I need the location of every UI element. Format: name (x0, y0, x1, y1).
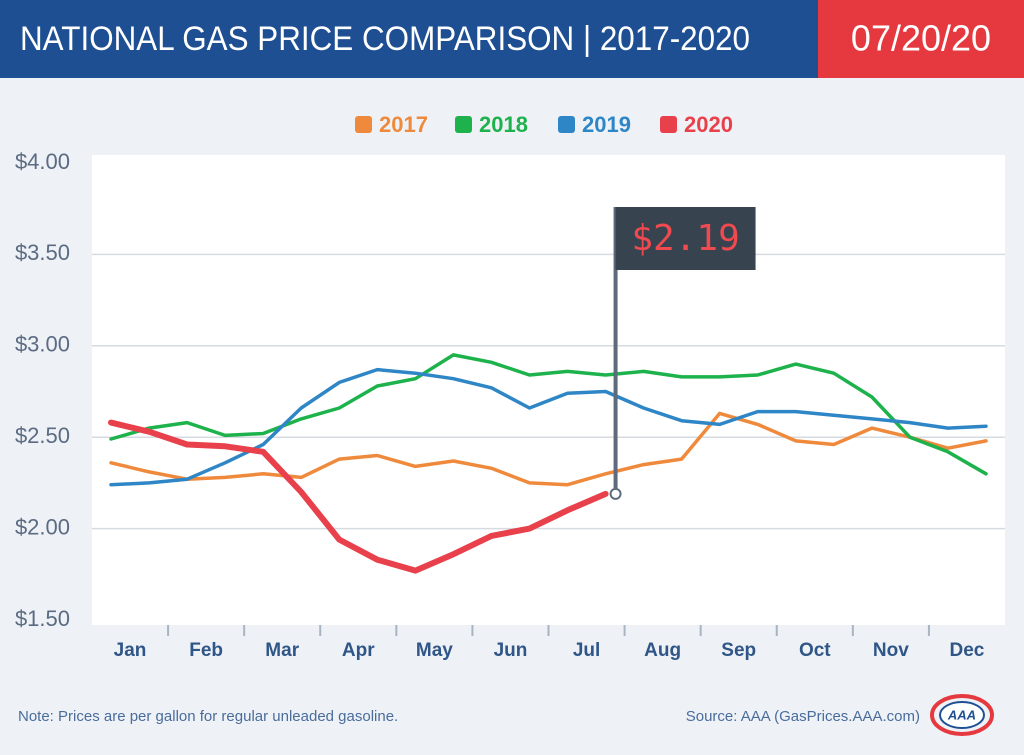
end-point (609, 487, 622, 500)
date-box (818, 0, 1024, 78)
x-tick-label: Aug (644, 640, 681, 661)
x-tick-label: Oct (799, 640, 831, 661)
x-tick-label: Nov (873, 640, 909, 661)
logo-ring (930, 694, 994, 736)
x-tick-label: May (416, 640, 453, 661)
x-tick-label: Sep (721, 640, 756, 661)
y-tick-label: $2.00 (15, 514, 70, 539)
legend-label: 2020 (684, 112, 733, 137)
series-line (109, 367, 988, 487)
series-line (109, 353, 988, 476)
x-tick-label: Jul (573, 640, 600, 661)
legend-label: 2019 (582, 112, 631, 137)
series-line (109, 411, 988, 487)
logo-inner (939, 701, 985, 729)
x-tick-label: Apr (342, 640, 375, 661)
y-tick-label: $3.00 (15, 332, 70, 357)
legend-swatch (455, 116, 472, 133)
x-tick-label: Feb (189, 640, 223, 661)
legend-swatch (355, 116, 372, 133)
logo-text: AAA (947, 707, 976, 722)
legend-label: 2017 (379, 112, 428, 137)
x-tick-label: Jan (114, 640, 147, 661)
x-tick-label: Dec (950, 640, 985, 661)
series-line (108, 419, 609, 574)
plot-area (92, 155, 1005, 625)
logo: AAA (930, 694, 994, 736)
y-tick-label: $1.50 (15, 606, 70, 631)
y-tick-label: $2.50 (15, 423, 70, 448)
x-tick-label: Mar (265, 640, 299, 661)
chart-title: NATIONAL GAS PRICE COMPARISON | 2017-202… (20, 20, 750, 58)
source: Source: AAA (GasPrices.AAA.com) (686, 708, 920, 725)
legend-swatch (660, 116, 677, 133)
value-label: $2.19 (631, 218, 739, 259)
date: 07/20/20 (851, 18, 991, 59)
y-tick-label: $4.00 (15, 149, 70, 174)
y-tick-label: $3.50 (15, 240, 70, 265)
x-tick-label: Jun (494, 640, 528, 661)
header-bar (0, 0, 818, 78)
legend-label: 2018 (479, 112, 528, 137)
note: Note: Prices are per gallon for regular … (18, 708, 398, 725)
legend-swatch (558, 116, 575, 133)
flag (615, 207, 756, 270)
